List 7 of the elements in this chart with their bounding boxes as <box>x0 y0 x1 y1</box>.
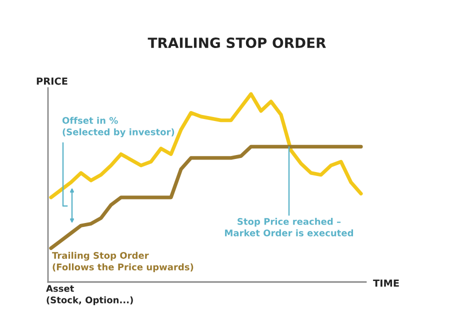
annotation: Stop Price reached – Market Order is executed <box>225 218 354 236</box>
text: Asset (Stock, Option...) <box>46 285 133 306</box>
annotation: Offset in % (Selected by investor) <box>62 116 174 138</box>
x-axis-title: TIME <box>373 280 399 287</box>
annotation: Trailing Stop Order (Follows the Price upwards) <box>52 252 194 272</box>
y-axis-title: PRICE <box>36 77 68 85</box>
chart-title: TRAILING STOP ORDER <box>148 38 326 48</box>
